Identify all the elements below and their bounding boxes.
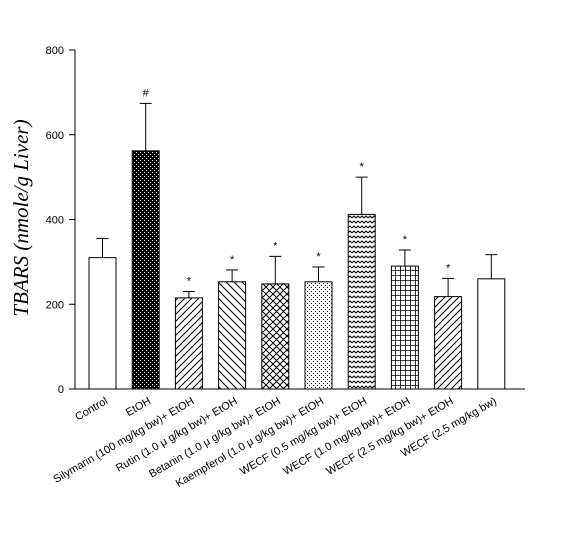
significance-label: * xyxy=(273,240,278,252)
y-axis: 0 200 400 600 800 xyxy=(46,45,76,396)
y-tick-label: 200 xyxy=(46,299,64,311)
bar xyxy=(88,257,117,390)
significance-label: * xyxy=(403,234,408,246)
bar xyxy=(347,213,376,390)
significance-label: * xyxy=(187,276,192,288)
bar xyxy=(390,265,419,390)
y-tick-label: 600 xyxy=(46,130,64,142)
bar xyxy=(261,283,290,390)
bar xyxy=(131,150,160,390)
significance-label: * xyxy=(316,251,321,263)
y-axis-title: TBARS (nmole/g Liver) xyxy=(9,119,33,316)
bars-group: # * * * * * * * xyxy=(88,87,506,390)
significance-label: # xyxy=(143,87,150,99)
x-category-label: EtOH xyxy=(124,395,153,419)
y-tick-label: 0 xyxy=(58,384,64,396)
y-tick-label: 400 xyxy=(46,215,64,227)
bar xyxy=(434,296,463,390)
significance-label: * xyxy=(360,161,365,173)
bar xyxy=(477,278,506,390)
bar xyxy=(304,281,333,390)
significance-label: * xyxy=(230,254,235,266)
significance-label: * xyxy=(446,262,451,274)
bar xyxy=(218,281,247,390)
bar xyxy=(174,297,203,390)
x-category-label: Control xyxy=(73,395,110,423)
y-tick-label: 800 xyxy=(46,45,64,57)
